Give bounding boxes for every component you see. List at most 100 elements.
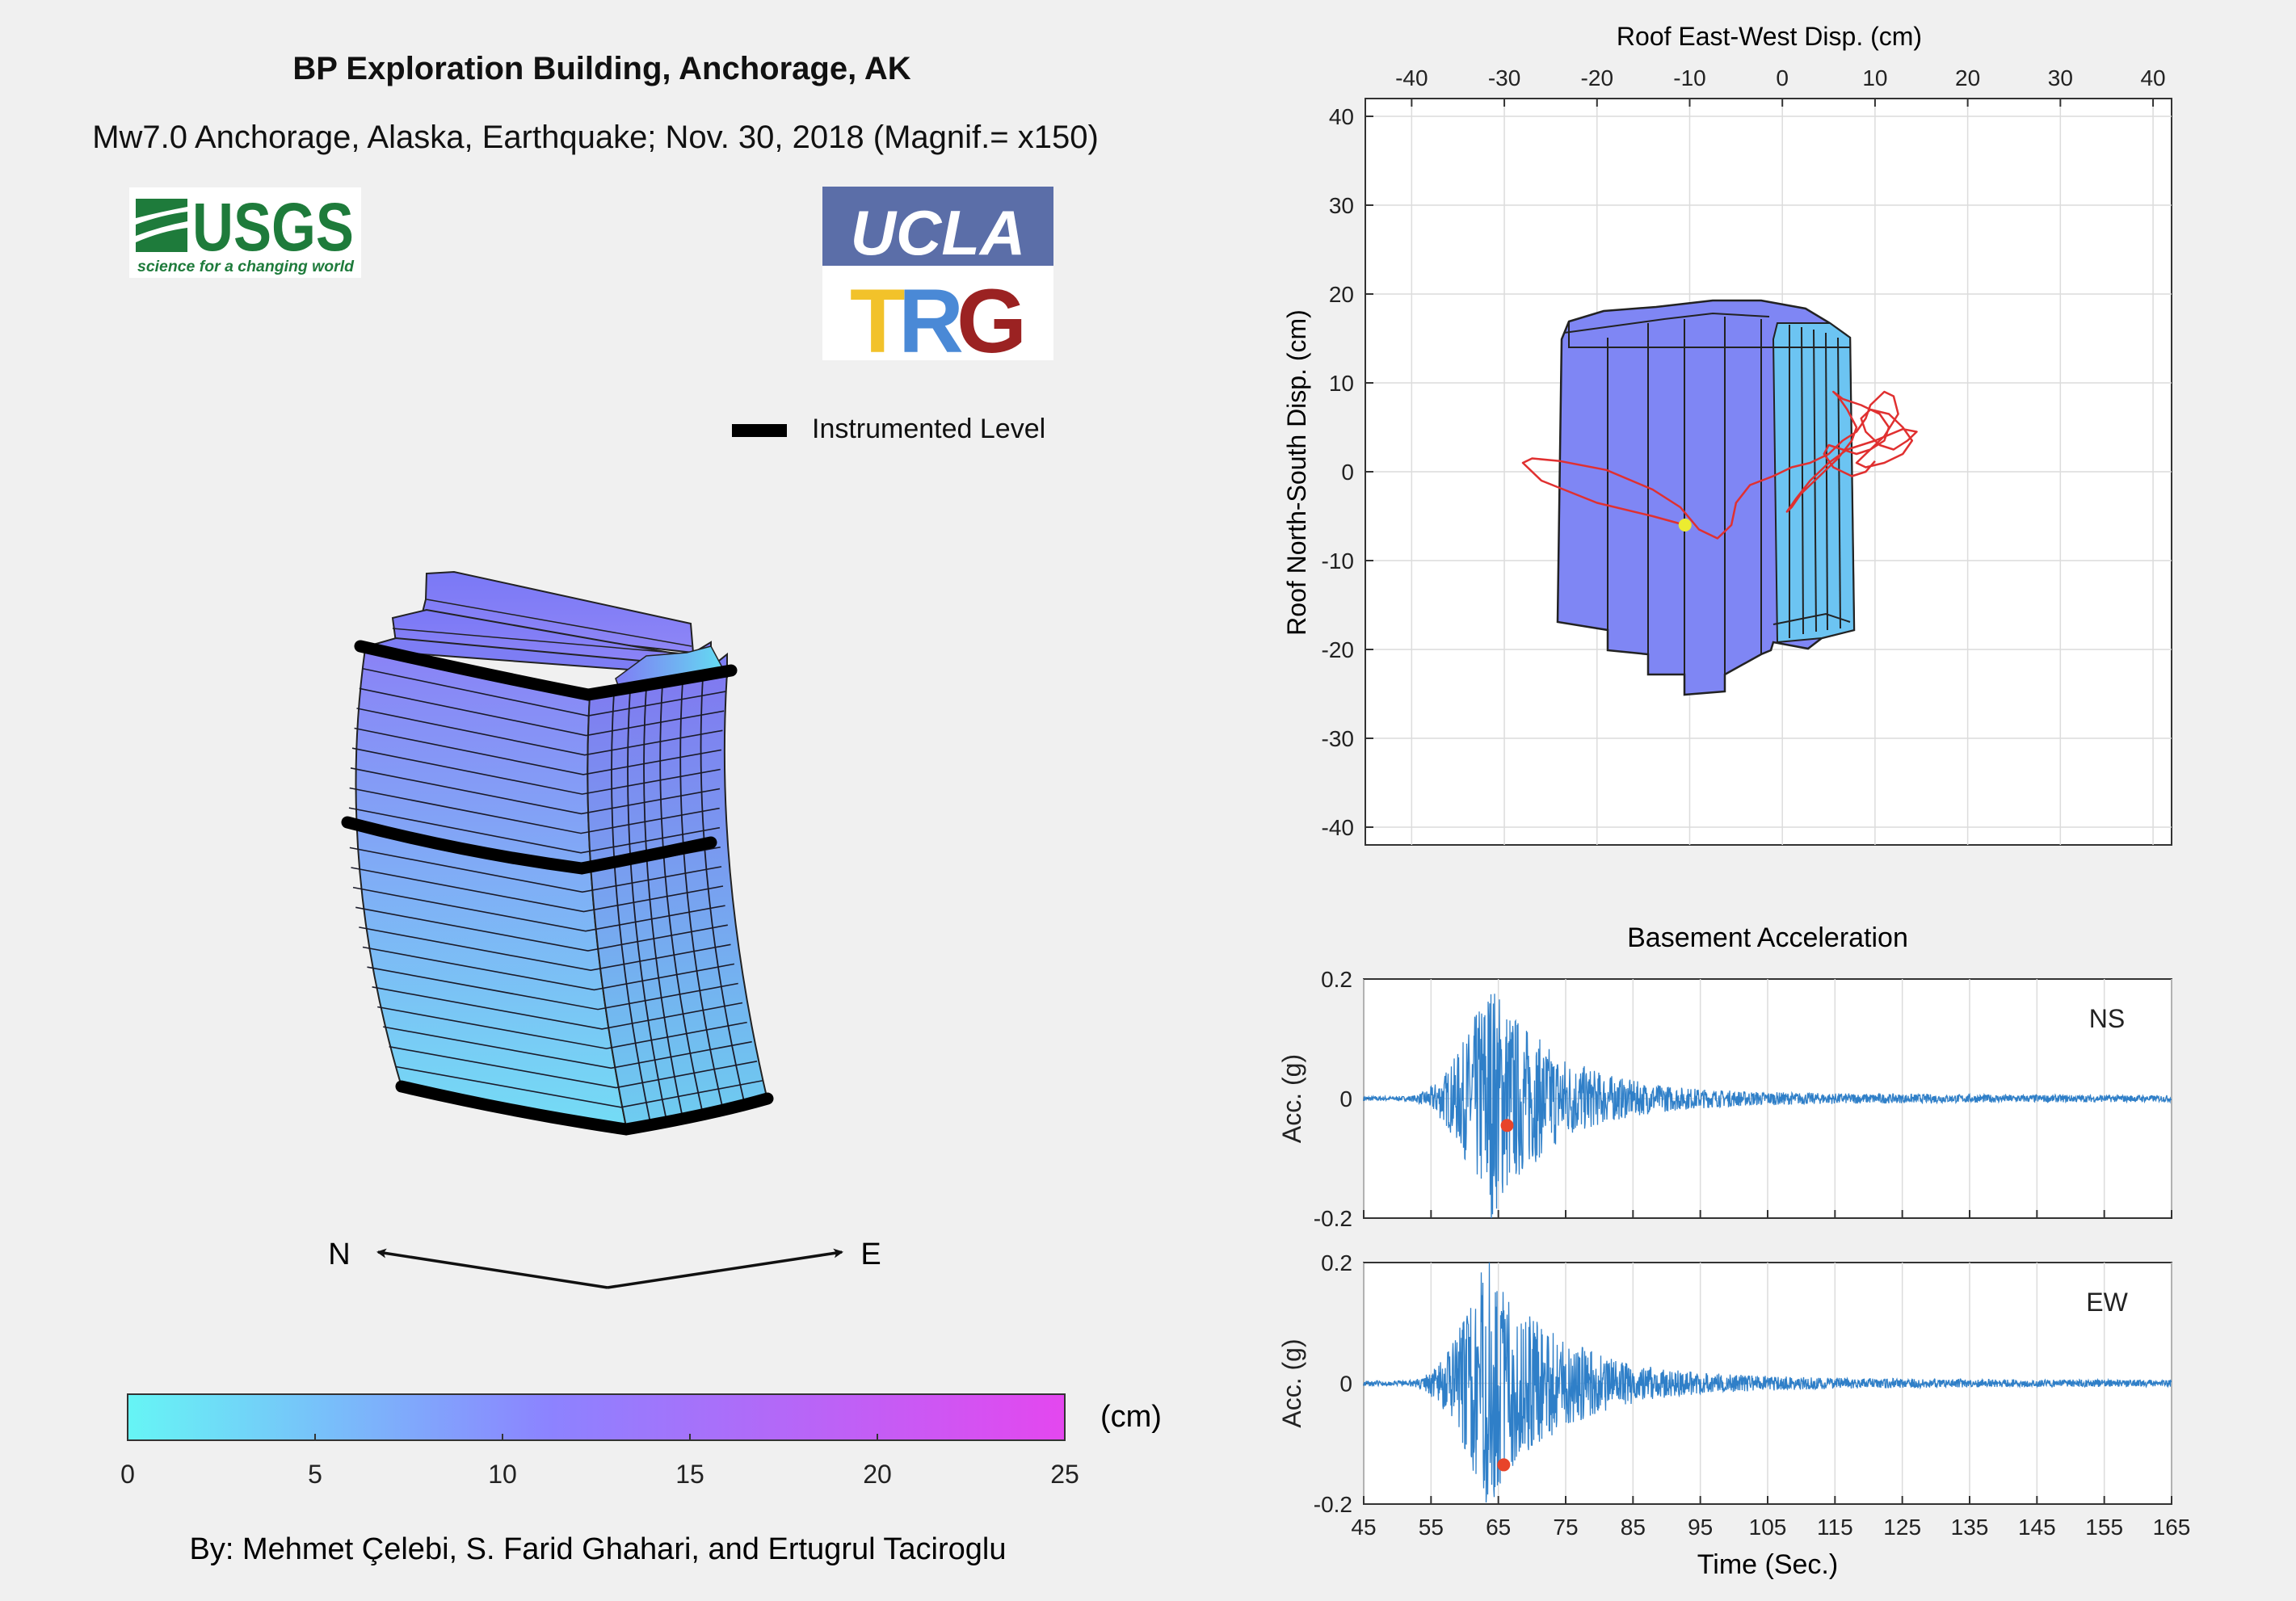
building-floor-line	[349, 847, 722, 893]
building-floor-line	[356, 708, 723, 756]
acc-y-tick-label: 0	[1339, 1372, 1352, 1397]
page-title: BP Exploration Building, Anchorage, AK	[292, 51, 910, 86]
colorbar-tick-label: 25	[1050, 1460, 1079, 1489]
usgs-wave-icon	[136, 199, 187, 252]
colorbar-tick-label: 10	[488, 1460, 517, 1489]
orbit-y-tick-label: 40	[1329, 104, 1354, 129]
acc-y-tick-label: -0.2	[1314, 1492, 1352, 1517]
colorbar-tick-label: 5	[308, 1460, 322, 1489]
roof-displacement-chart: Roof East-West Disp. (cm) Roof North-Sou…	[1282, 22, 2172, 846]
building-floor-line	[367, 966, 738, 1011]
orbit-y-tick-label: 20	[1329, 282, 1354, 307]
orbit-x-tick-label: -20	[1581, 65, 1613, 90]
usgs-tagline: science for a changing world	[137, 258, 354, 275]
acc-x-tick-label: 125	[1883, 1515, 1921, 1540]
building-floor-line	[348, 807, 721, 854]
east-label: E	[860, 1238, 881, 1271]
orbit-y-tick-label: 10	[1329, 371, 1354, 396]
north-arrow	[376, 1248, 608, 1289]
building-floor-line	[359, 927, 731, 972]
roof-plan-building	[1556, 299, 1856, 696]
roof-orbit-trace	[1521, 390, 1918, 540]
acc-current-time-marker	[1497, 1458, 1511, 1472]
acc-x-tick-label: 85	[1621, 1515, 1646, 1540]
acc-y-tick-label: 0.2	[1321, 1250, 1352, 1275]
instrumented-level-legend: Instrumented Level	[732, 414, 1045, 444]
orbit-y-tick-label: -30	[1322, 726, 1354, 751]
acc-x-tick-label: 55	[1419, 1515, 1444, 1540]
acc-y-axis-label: Acc. (g)	[1277, 1338, 1306, 1427]
acc-component-label: EW	[2086, 1288, 2128, 1317]
credits-text: By: Mehmet Çelebi, S. Farid Ghahari, and…	[190, 1532, 1007, 1566]
orbit-y-tick-label: 0	[1341, 460, 1354, 485]
page-subtitle: Mw7.0 Anchorage, Alaska, Earthquake; Nov…	[92, 120, 1099, 155]
orbit-x-tick-label: 0	[1776, 65, 1789, 90]
trg-letter-t: T	[850, 271, 905, 372]
building-floor-line	[352, 886, 725, 932]
north-label: N	[328, 1238, 350, 1271]
orbit-x-tick-label: 10	[1862, 65, 1887, 90]
trg-letter-r: R	[898, 271, 964, 372]
orbit-x-tick-label: 20	[1955, 65, 1980, 90]
acc-x-axis-label: Time (Sec.)	[1697, 1549, 1838, 1580]
orbit-x-tick-label: 40	[2140, 65, 2165, 90]
usgs-logo: USGS science for a changing world	[129, 187, 361, 278]
orbit-y-tick-label: 30	[1329, 193, 1354, 218]
building-floor-line	[350, 767, 721, 815]
orbit-y-axis-label: Roof North-South Disp. (cm)	[1282, 309, 1311, 636]
compass: N E	[328, 1238, 881, 1289]
acc-trace-line	[1363, 1262, 2172, 1503]
instrumented-level-swatch	[732, 424, 787, 437]
trg-letter-g: G	[957, 271, 1027, 372]
orbit-x-tick-label: -30	[1488, 65, 1520, 90]
colorbar-tick-label: 15	[675, 1460, 704, 1489]
acc-y-tick-label: 0	[1339, 1086, 1352, 1111]
orbit-y-tick-label: -20	[1322, 637, 1354, 662]
acc-x-tick-label: 45	[1351, 1515, 1376, 1540]
building-floor-line	[362, 667, 726, 717]
building-floor-line	[383, 1026, 752, 1069]
usgs-wordmark: USGS	[192, 189, 354, 265]
building-floor-line	[359, 687, 725, 737]
building-floor-line	[351, 747, 721, 795]
ew-acceleration-chart: 45 55 65 75 85 95 105 115 125 135 145 155 165 0.2 0 -0.…	[1277, 1250, 2190, 1540]
colorbar-tick-label: 0	[120, 1460, 135, 1489]
acc-current-time-marker	[1500, 1119, 1514, 1132]
colorbar-tick-label: 20	[863, 1460, 892, 1489]
acc-x-tick-label: 165	[2153, 1515, 2191, 1540]
ns-acceleration-chart: 0.2 0 -0.2 Acc. (g) NS	[1277, 967, 2172, 1231]
acc-x-tick-label: 105	[1749, 1515, 1787, 1540]
east-arrow	[607, 1248, 843, 1289]
acc-x-tick-label: 75	[1553, 1515, 1578, 1540]
orbit-y-tick-label: -10	[1322, 548, 1354, 574]
orbit-y-tick-label: -40	[1322, 815, 1354, 840]
acc-x-tick-label: 135	[1951, 1515, 1989, 1540]
acc-x-tick-label: 115	[1817, 1515, 1853, 1540]
orbit-x-axis-label: Roof East-West Disp. (cm)	[1617, 22, 1922, 51]
acc-y-tick-label: -0.2	[1314, 1206, 1352, 1231]
building-floor-line	[389, 1045, 758, 1089]
building-floor-line	[372, 986, 743, 1030]
acc-x-tick-label: 145	[2018, 1515, 2056, 1540]
acc-y-axis-label: Acc. (g)	[1277, 1054, 1306, 1143]
orbit-x-tick-label: -10	[1673, 65, 1705, 90]
building-floor-line	[395, 1065, 763, 1108]
acc-x-tick-label: 95	[1688, 1515, 1713, 1540]
acc-component-label: NS	[2089, 1004, 2125, 1033]
ucla-trg-logo: UCLA T R G	[822, 187, 1053, 372]
acc-x-tick-label: 65	[1486, 1515, 1511, 1540]
colorbar-unit: (cm)	[1100, 1400, 1162, 1434]
instrumented-level-label: Instrumented Level	[812, 414, 1045, 444]
colorbar-gradient	[127, 1393, 1066, 1441]
building-floor-line	[355, 906, 728, 952]
building-3d-model	[341, 570, 774, 1136]
building-floor-line	[362, 946, 735, 991]
acc-x-tick-label: 155	[2085, 1515, 2123, 1540]
orbit-x-tick-label: 30	[2048, 65, 2073, 90]
acc-y-tick-label: 0.2	[1321, 967, 1352, 992]
building-floor-line	[354, 727, 722, 775]
colorbar: 0 5 10 15 20 25 (cm)	[120, 1393, 1162, 1489]
building-floor-line	[349, 787, 720, 834]
acc-chart-title: Basement Acceleration	[1627, 922, 1908, 953]
